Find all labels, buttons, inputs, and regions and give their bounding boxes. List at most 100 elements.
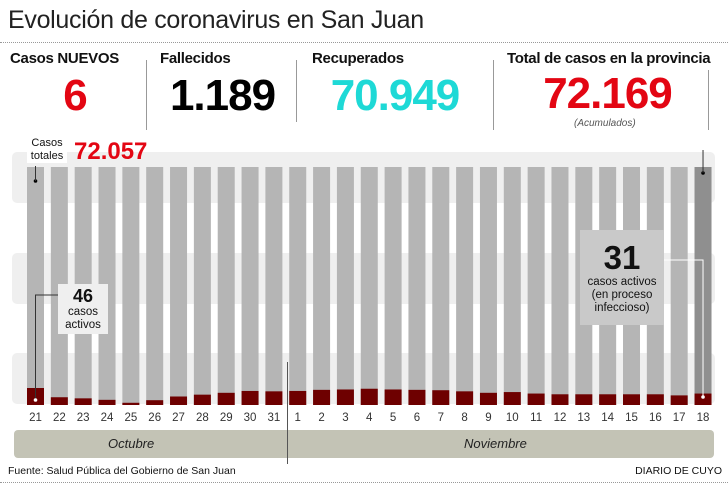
active-bar [575, 394, 593, 405]
x-tick-label: 17 [673, 412, 686, 424]
total-bar [456, 167, 474, 405]
x-tick-label: 26 [148, 412, 161, 424]
stat-deaths-label: Fallecidos [160, 50, 231, 67]
total-bar [313, 167, 331, 405]
x-tick-label: 18 [697, 412, 710, 424]
total-bar [27, 167, 44, 405]
stat-recovered-value: 70.949 [330, 71, 461, 120]
total-bar [670, 167, 688, 405]
end-active-annotation: 31 casos activos (en proceso infeccioso) [580, 230, 664, 325]
x-tick-label: 9 [485, 412, 491, 424]
x-tick-label: 11 [530, 412, 542, 424]
page-title: Evolución de coronavirus en San Juan [8, 6, 424, 34]
separator [708, 70, 709, 130]
stat-total-label: Total de casos en la provincia [507, 50, 711, 67]
start-active-annotation: 46 casos activos [58, 284, 108, 334]
x-tick-label: 31 [268, 412, 281, 424]
x-tick-label: 8 [461, 412, 467, 424]
end-active-value: 31 [603, 239, 641, 276]
stat-recovered-label: Recuperados [312, 50, 404, 67]
active-bar [503, 392, 521, 405]
x-tick-label: 7 [438, 412, 444, 424]
start-total-value: 72.057 [74, 138, 148, 165]
separator [146, 60, 147, 130]
source-text: Fuente: Salud Pública del Gobierno de Sa… [8, 465, 236, 477]
active-bar [241, 390, 259, 405]
active-bar [670, 395, 688, 405]
leader-line [664, 259, 704, 397]
x-tick-label: 5 [390, 412, 396, 424]
end-active-label: casos activos (en proceso infeccioso) [587, 276, 657, 314]
divider [0, 482, 728, 483]
start-active-value: 46 [72, 286, 94, 306]
x-tick-label: 28 [196, 412, 209, 424]
total-bar [527, 167, 545, 405]
total-bar [193, 167, 211, 405]
start-active-label: casos activos [65, 306, 101, 331]
x-tick-label: 1 [295, 412, 301, 424]
x-tick-label: 6 [414, 412, 420, 424]
x-tick-label: 15 [625, 412, 638, 424]
stat-new-label: Casos NUEVOS [10, 50, 119, 67]
active-bar [384, 389, 402, 405]
total-bar [217, 167, 235, 405]
month-october: Octubre [108, 436, 155, 451]
x-tick-label: 27 [172, 412, 185, 424]
active-bar [432, 390, 450, 405]
active-bar [623, 394, 640, 405]
total-bar [170, 167, 188, 405]
total-bar [551, 167, 569, 405]
active-bar [217, 392, 235, 405]
active-bar [170, 396, 188, 405]
active-bar [98, 399, 116, 405]
active-bar [336, 389, 354, 405]
x-tick-label: 10 [506, 412, 519, 424]
start-total-label: Casos totales [27, 137, 67, 163]
total-bar [384, 167, 402, 405]
stat-deaths-value: 1.189 [169, 71, 276, 120]
month-bar: Octubre Noviembre [14, 430, 714, 458]
leader-line [35, 294, 58, 400]
active-bar [599, 394, 617, 405]
stat-total-note: (Acumulados) [574, 118, 636, 129]
x-tick-label: 29 [220, 412, 233, 424]
active-bar [122, 402, 140, 405]
total-bar [479, 167, 497, 405]
active-bar [551, 394, 569, 405]
stat-new-value: 6 [63, 71, 87, 120]
active-bar [360, 388, 378, 405]
x-tick-label: 16 [649, 412, 662, 424]
x-tick-label: 22 [53, 412, 66, 424]
active-bar [193, 394, 211, 405]
x-tick-label: 2 [318, 412, 324, 424]
active-bar [50, 397, 68, 405]
x-tick-label: 14 [601, 412, 614, 424]
total-bar [503, 167, 521, 405]
total-bar [336, 167, 354, 405]
x-tick-label: 23 [77, 412, 90, 424]
total-bar [122, 167, 140, 405]
active-bar [456, 391, 474, 405]
total-bar [289, 167, 307, 405]
x-tick-label: 30 [244, 412, 257, 424]
leader-dot [701, 395, 705, 399]
brand-text: DIARIO DE CUYO [635, 465, 722, 477]
active-bar [408, 389, 426, 405]
active-bar [313, 389, 331, 405]
total-bar [241, 167, 259, 405]
active-bar [289, 390, 307, 405]
x-tick-label: 25 [124, 412, 137, 424]
leader-dot [33, 398, 38, 402]
separator [296, 60, 297, 122]
divider [0, 42, 728, 43]
active-bar [646, 394, 664, 405]
total-bar [146, 167, 164, 405]
x-tick-label: 24 [101, 412, 114, 424]
stat-total-value: 72.169 [543, 69, 673, 118]
total-bar [408, 167, 426, 405]
x-tick-label: 13 [577, 412, 590, 424]
active-bar [527, 393, 545, 405]
separator [493, 60, 494, 130]
active-bar [74, 398, 92, 405]
